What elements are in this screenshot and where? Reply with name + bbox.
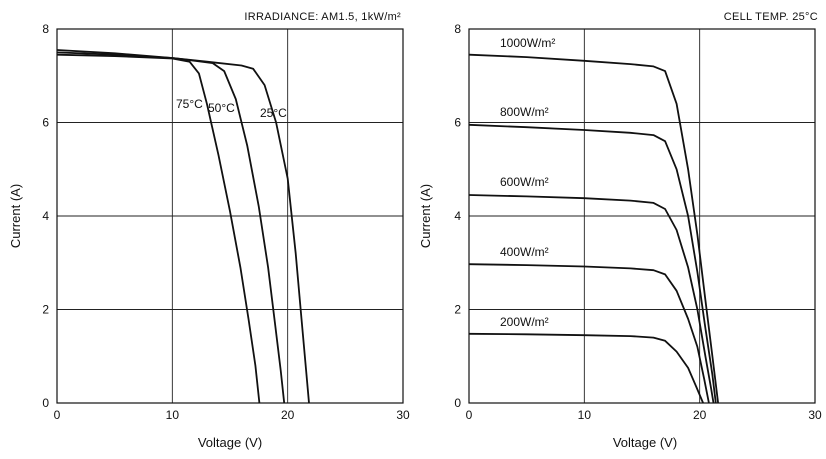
right-plot-frame bbox=[468, 28, 816, 404]
right-y-axis-label: Current (A) bbox=[418, 184, 433, 248]
right-condition-note: CELL TEMP. 25°C bbox=[724, 11, 818, 23]
right-curve-4 bbox=[468, 332, 704, 404]
right-y-tick-label: 8 bbox=[454, 22, 461, 36]
left-x-tick-label: 20 bbox=[281, 408, 295, 422]
right-curve-2 bbox=[468, 194, 715, 404]
right-series-label: 200W/m² bbox=[500, 315, 549, 329]
right-x-tick-label: 10 bbox=[578, 408, 592, 422]
right-x-tick-label: 30 bbox=[808, 408, 822, 422]
left-x-tick-label: 0 bbox=[54, 408, 61, 422]
right-x-tick-label: 20 bbox=[693, 408, 707, 422]
left-x-tick-label: 10 bbox=[166, 408, 180, 422]
left-y-tick-label: 4 bbox=[42, 209, 49, 223]
left-y-tick-label: 6 bbox=[42, 116, 49, 130]
left-x-axis-label: Voltage (V) bbox=[198, 435, 262, 450]
right-series-label: 400W/m² bbox=[500, 245, 549, 259]
right-curve-0 bbox=[468, 53, 719, 404]
left-y-axis-label: Current (A) bbox=[8, 184, 23, 248]
right-series-label: 600W/m² bbox=[500, 175, 549, 189]
right-x-tick-label: 0 bbox=[466, 408, 473, 422]
left-series-label: 50°C bbox=[208, 101, 235, 115]
left-y-tick-label: 8 bbox=[42, 22, 49, 36]
right-x-axis-label: Voltage (V) bbox=[613, 435, 677, 450]
right-y-tick-label: 0 bbox=[454, 396, 461, 410]
left-y-tick-label: 2 bbox=[42, 303, 49, 317]
left-curve-1 bbox=[56, 51, 286, 404]
right-y-tick-label: 2 bbox=[454, 303, 461, 317]
right-curve-1 bbox=[468, 123, 717, 404]
left-y-tick-label: 0 bbox=[42, 396, 49, 410]
left-series-label: 25°C bbox=[260, 106, 287, 120]
right-series-label: 800W/m² bbox=[500, 105, 549, 119]
left-x-tick-label: 30 bbox=[396, 408, 410, 422]
right-curve-3 bbox=[468, 263, 710, 404]
left-condition-note: IRRADIANCE: AM1.5, 1kW/m² bbox=[244, 11, 401, 23]
right-y-tick-label: 4 bbox=[454, 209, 461, 223]
left-plot-frame bbox=[56, 28, 404, 404]
right-y-tick-label: 6 bbox=[454, 116, 461, 130]
left-curve-2 bbox=[56, 53, 261, 404]
left-series-label: 75°C bbox=[176, 97, 203, 111]
right-series-label: 1000W/m² bbox=[500, 36, 555, 50]
